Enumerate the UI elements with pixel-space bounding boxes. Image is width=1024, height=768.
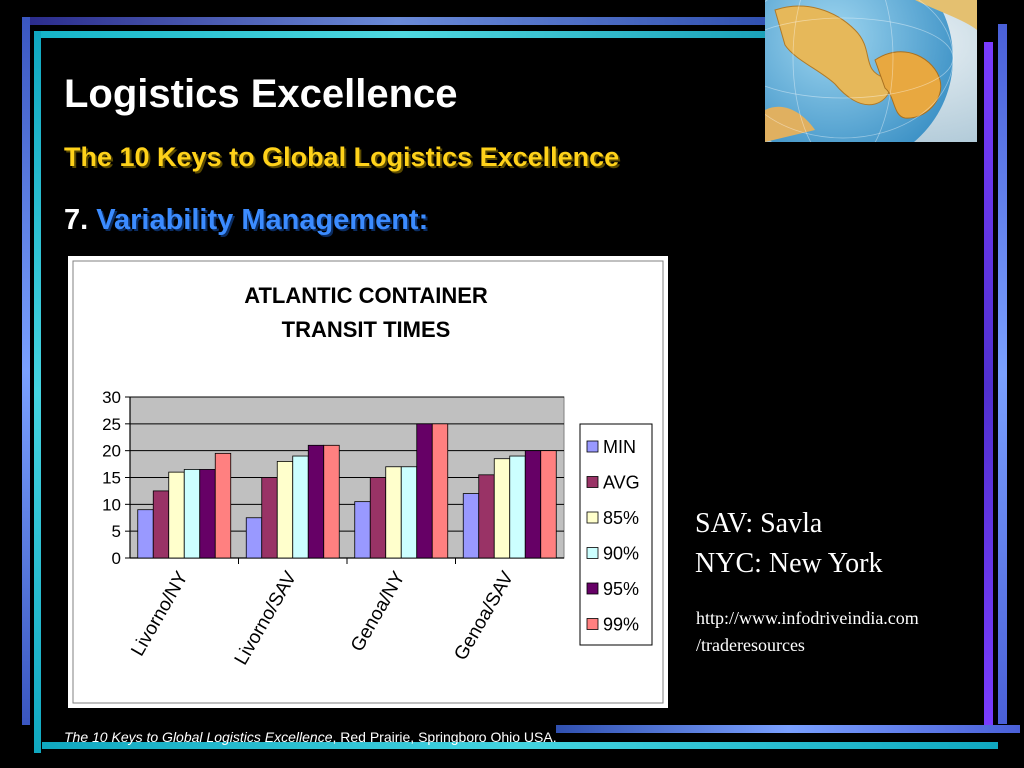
footer-book-title: The 10 Keys to Global Logistics Excellen…	[64, 729, 333, 745]
legend-label: 85%	[603, 508, 639, 528]
frame-bar-top-cyan	[34, 31, 772, 38]
key-heading: 7. Variability Management:	[64, 204, 428, 237]
transit-times-chart: ATLANTIC CONTAINER TRANSIT TIMES 0 5 10 15 2…	[68, 256, 668, 708]
legend-swatch	[586, 618, 599, 630]
bar-min-2	[354, 501, 371, 559]
frame-bar-top	[22, 17, 772, 25]
bar-85pct-2	[385, 466, 402, 559]
chart-title-line-1: ATLANTIC CONTAINER	[244, 283, 488, 308]
legend-swatch	[586, 440, 599, 453]
bar-95pct-1	[307, 444, 325, 559]
bar-avg-1	[261, 477, 278, 559]
note-nyc: NYC: New York	[695, 548, 883, 579]
legend-swatch	[586, 547, 599, 559]
bar-min-0	[137, 509, 154, 559]
y-tick-label: 10	[102, 495, 121, 514]
frame-bar-right-purple	[984, 42, 993, 732]
source-url-line-2[interactable]: /traderesources	[696, 635, 805, 655]
bar-avg-3	[478, 474, 495, 559]
bar-85pct-0	[168, 471, 185, 559]
bar-avg-0	[152, 490, 170, 559]
legend-box	[579, 423, 653, 646]
bar-90pct-2	[400, 466, 418, 559]
y-tick-label: 20	[102, 442, 121, 461]
legend-label: 90%	[603, 544, 639, 564]
bar-99pct-0	[214, 452, 232, 559]
y-tick-label: 25	[102, 415, 121, 434]
y-tick-label: 5	[112, 522, 121, 541]
legend-label: 99%	[603, 615, 639, 635]
bar-99pct-3	[540, 450, 557, 559]
bar-95pct-0	[199, 469, 216, 559]
frame-bar-left-cyan	[34, 31, 41, 753]
chart-title-line-2: TRANSIT TIMES	[282, 317, 451, 342]
y-tick-label: 15	[102, 469, 121, 488]
bar-99pct-1	[323, 444, 340, 559]
frame-bar-right-blue	[998, 24, 1007, 724]
bar-95pct-2	[416, 423, 433, 559]
bar-90pct-1	[292, 455, 309, 559]
bar-avg-2	[369, 477, 387, 559]
y-tick-label: 0	[112, 549, 121, 568]
legend-swatch	[586, 476, 599, 488]
bar-95pct-3	[524, 450, 542, 559]
slide-title: Logistics Excellence	[64, 72, 458, 116]
note-sav: SAV: Savla	[695, 508, 823, 539]
legend-swatch	[586, 511, 599, 524]
globe-image	[765, 0, 977, 142]
frame-bar-left-blue	[22, 17, 30, 725]
key-text: Variability Management:	[96, 204, 429, 236]
slide-subtitle: The 10 Keys to Global Logistics Excellen…	[64, 142, 620, 172]
footer-publisher: , Red Prairie, Springboro Ohio USA.	[332, 729, 557, 745]
legend-label: MIN	[603, 437, 636, 457]
frame-bar-bottom-cyan	[42, 742, 998, 749]
key-number: 7.	[64, 204, 89, 236]
source-url-line-1[interactable]: http://www.infodriveindia.com	[696, 608, 919, 628]
bar-min-3	[462, 493, 480, 559]
frame-bar-bottom-blue	[556, 725, 1020, 733]
bar-99pct-2	[431, 423, 449, 559]
legend-label: 95%	[603, 579, 639, 599]
bar-85pct-3	[493, 458, 511, 559]
legend-swatch	[586, 582, 599, 595]
bar-min-1	[245, 517, 263, 559]
bar-90pct-0	[183, 469, 201, 559]
bar-90pct-3	[509, 455, 526, 559]
y-tick-label: 30	[102, 388, 121, 407]
bar-85pct-1	[276, 460, 294, 559]
footer-citation: The 10 Keys to Global Logistics Excellen…	[64, 729, 557, 745]
legend-label: AVG	[603, 473, 640, 493]
